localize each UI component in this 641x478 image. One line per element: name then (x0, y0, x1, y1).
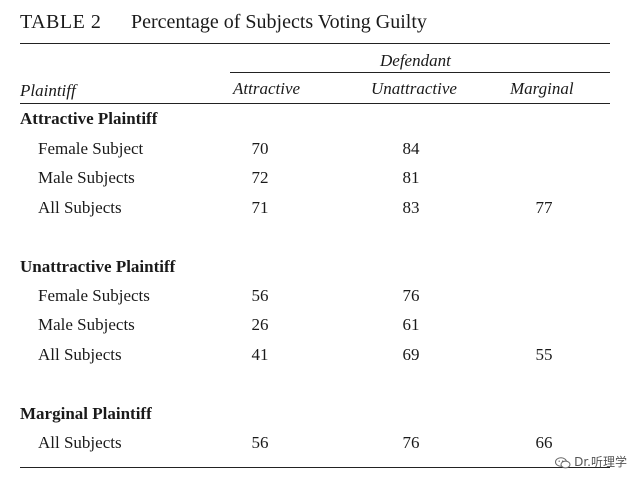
table-cell: 61 (402, 315, 420, 334)
top-rule (20, 43, 610, 44)
table-cell: 77 (535, 198, 553, 217)
row-label: Female Subject (38, 139, 144, 158)
row-label: Female Subjects (38, 286, 150, 305)
group-label-unattractive-plaintiff: Unattractive Plaintiff (20, 257, 176, 276)
group-label-marginal-plaintiff: Marginal Plaintiff (20, 404, 152, 423)
column-header-attractive: Attractive (233, 79, 301, 98)
column-header-marginal: Marginal (510, 79, 574, 98)
wechat-icon (555, 456, 571, 469)
table-title: Percentage of Subjects Voting Guilty (131, 11, 427, 33)
bottom-rule (20, 467, 610, 468)
table-cell: 41 (251, 345, 269, 364)
table-label: TABLE 2 (20, 11, 102, 33)
table-cell: 81 (402, 168, 420, 187)
defendant-rule (230, 72, 610, 73)
table-cell: 72 (251, 168, 269, 187)
group-label-attractive-plaintiff: Attractive Plaintiff (20, 109, 158, 128)
table-cell: 83 (402, 198, 420, 217)
plaintiff-header: Plaintiff (20, 81, 76, 100)
watermark-text: Dr.听理学 (574, 455, 627, 469)
table-cell: 84 (402, 139, 420, 158)
table-cell: 71 (251, 198, 269, 217)
table-cell: 56 (251, 433, 269, 452)
header-bottom-rule (20, 103, 610, 104)
watermark: Dr.听理学 (555, 456, 627, 469)
table-cell: 56 (251, 286, 269, 305)
row-label: Male Subjects (38, 168, 135, 187)
row-label: Male Subjects (38, 315, 135, 334)
table-cell: 26 (251, 315, 269, 334)
table-cell: 76 (402, 433, 420, 452)
row-label: All Subjects (38, 433, 122, 452)
row-label: All Subjects (38, 345, 122, 364)
defendant-header: Defendant (380, 51, 451, 70)
table-cell: 66 (535, 433, 553, 452)
table-cell: 76 (402, 286, 420, 305)
row-label: All Subjects (38, 198, 122, 217)
table-cell: 69 (402, 345, 420, 364)
column-header-unattractive: Unattractive (371, 79, 457, 98)
table-cell: 70 (251, 139, 269, 158)
table-cell: 55 (535, 345, 553, 364)
